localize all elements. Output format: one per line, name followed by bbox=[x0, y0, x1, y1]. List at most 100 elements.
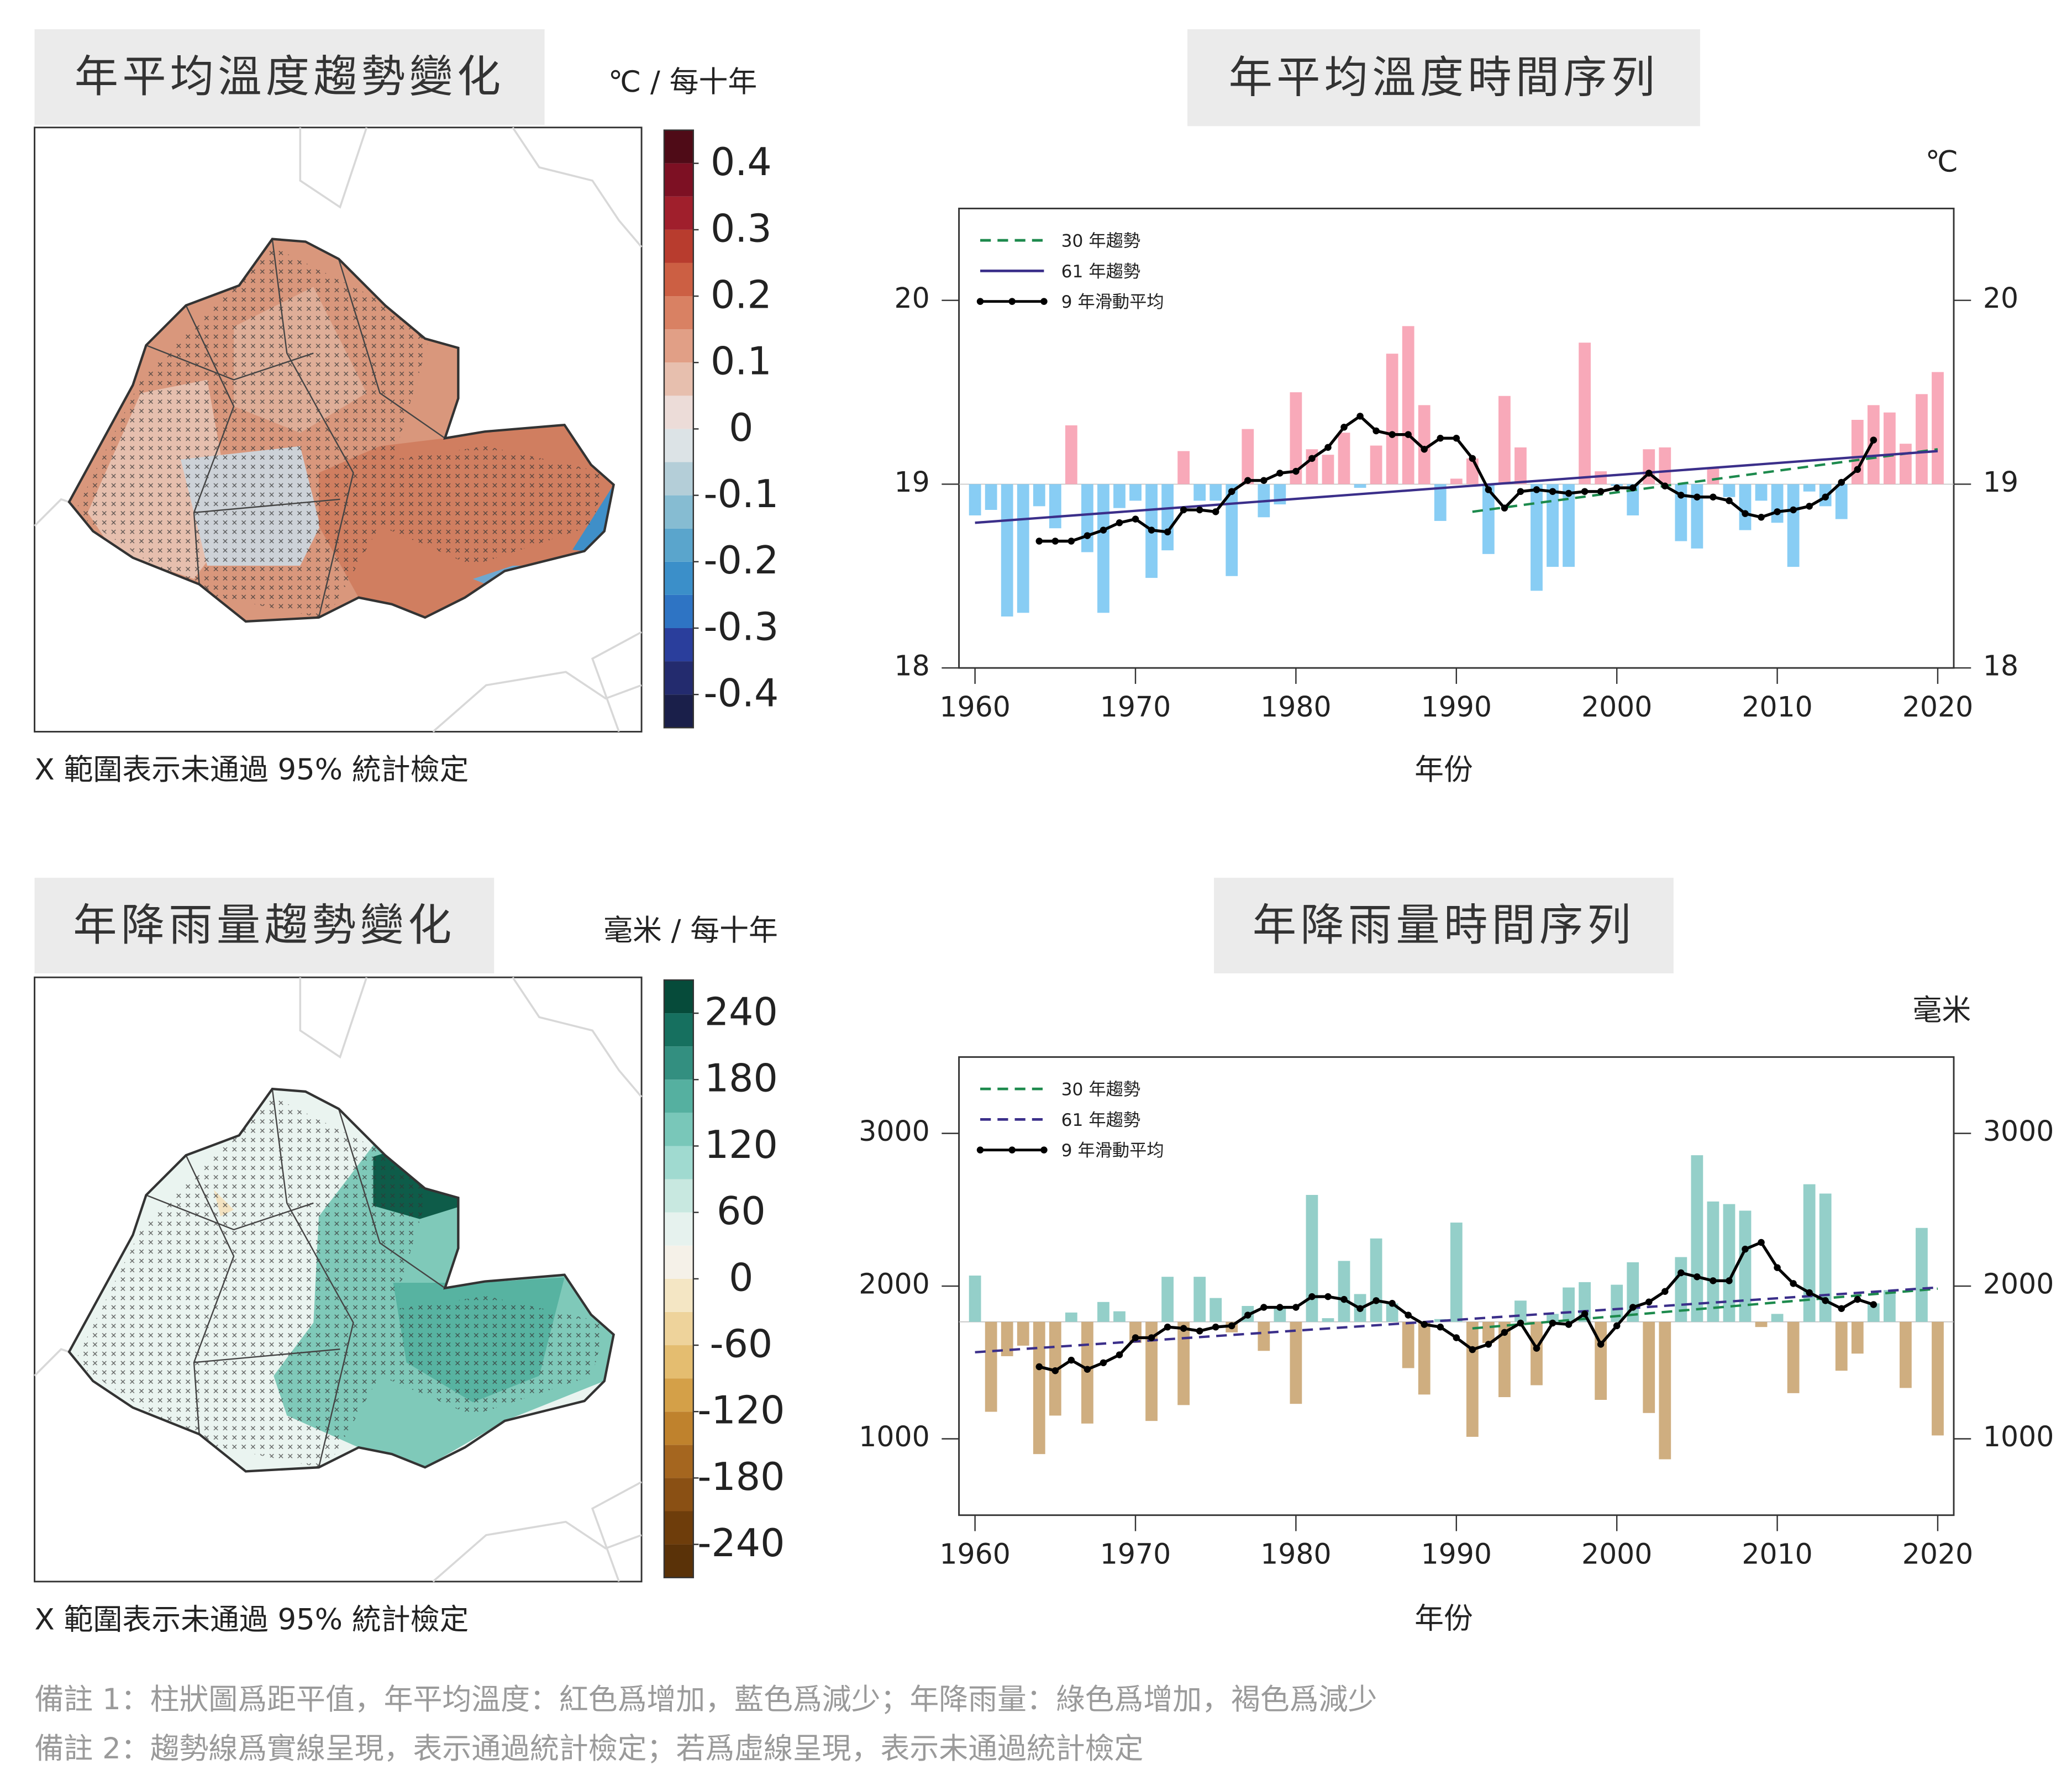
county-border bbox=[338, 1108, 446, 1289]
x-tick-label: 1990 bbox=[1421, 1538, 1492, 1571]
series-line bbox=[1472, 448, 1938, 513]
map-note: X 範圍表示未通過 95% 統計檢定 bbox=[35, 753, 469, 787]
series-marker bbox=[1405, 431, 1412, 438]
series-marker bbox=[1180, 1325, 1187, 1332]
series-marker bbox=[1838, 1305, 1845, 1312]
series-marker bbox=[1565, 1321, 1573, 1328]
series-marker bbox=[1854, 1295, 1861, 1303]
map-outline bbox=[67, 1087, 615, 1473]
bar bbox=[1932, 372, 1944, 484]
colorbar-segment bbox=[664, 1511, 693, 1545]
series-marker bbox=[1212, 508, 1219, 515]
bar bbox=[1290, 392, 1302, 484]
colorbar-segment bbox=[664, 396, 693, 429]
map-background-line bbox=[432, 1520, 642, 1583]
bar bbox=[1916, 1228, 1928, 1322]
bar bbox=[1161, 1277, 1174, 1322]
bar bbox=[1867, 1303, 1880, 1322]
county-border bbox=[193, 498, 340, 514]
map-patch bbox=[572, 484, 614, 551]
colorbar-segment bbox=[664, 1411, 693, 1445]
series-marker bbox=[1116, 1351, 1123, 1358]
series-marker bbox=[1437, 1323, 1444, 1331]
series-marker bbox=[1356, 413, 1364, 420]
colorbar-tick-label: 0 bbox=[729, 405, 753, 450]
bar bbox=[1787, 1321, 1800, 1393]
bar bbox=[1354, 484, 1366, 488]
bar bbox=[1659, 447, 1671, 484]
series-marker bbox=[1677, 1269, 1685, 1277]
bar bbox=[1803, 1184, 1816, 1322]
series-marker bbox=[1228, 1322, 1235, 1330]
series-marker bbox=[1340, 424, 1348, 431]
series-marker bbox=[1196, 506, 1203, 514]
series-marker bbox=[1116, 519, 1123, 526]
series-marker bbox=[1084, 532, 1091, 539]
series-marker bbox=[1260, 1304, 1268, 1311]
series-marker bbox=[1501, 504, 1508, 512]
bar bbox=[1723, 484, 1736, 497]
colorbar-segment bbox=[664, 979, 693, 1014]
colorbar-tick-label: 0 bbox=[729, 1255, 753, 1300]
bar bbox=[1258, 1321, 1270, 1351]
series-marker bbox=[1806, 503, 1813, 510]
county-border bbox=[271, 239, 354, 618]
map-background-line bbox=[34, 498, 70, 527]
bar bbox=[1097, 1302, 1109, 1322]
y2-tick-label: 20 bbox=[1983, 282, 2018, 314]
colorbar-segment bbox=[664, 262, 693, 297]
series-marker bbox=[1372, 1297, 1380, 1304]
bar bbox=[1514, 447, 1527, 484]
bar bbox=[1193, 484, 1206, 501]
colorbar-tick-label: -180 bbox=[697, 1455, 785, 1499]
series-marker bbox=[1726, 1277, 1733, 1284]
x-tick-label: 2020 bbox=[1902, 691, 1973, 723]
bar bbox=[1033, 484, 1045, 507]
series-marker bbox=[1437, 434, 1444, 442]
series-marker bbox=[1196, 1328, 1203, 1335]
bar bbox=[1145, 1321, 1158, 1421]
series-line bbox=[975, 1286, 1938, 1353]
bar bbox=[1547, 1314, 1559, 1322]
series-marker bbox=[1870, 436, 1878, 444]
colorbar-tick-label: 0.3 bbox=[711, 206, 772, 251]
colorbar-segment bbox=[664, 1278, 693, 1312]
y-tick-label: 3000 bbox=[859, 1115, 929, 1147]
series-marker bbox=[1276, 470, 1284, 477]
x-tick-label: 1980 bbox=[1260, 1538, 1331, 1571]
series-marker bbox=[1774, 508, 1781, 515]
bar bbox=[1916, 394, 1928, 484]
x-tick-label: 1990 bbox=[1421, 691, 1492, 723]
bar bbox=[1274, 1307, 1286, 1322]
bar bbox=[1113, 484, 1126, 508]
series-marker bbox=[1164, 1323, 1171, 1331]
series-marker bbox=[1629, 484, 1637, 492]
unit-label: 毫米 / 每十年 bbox=[603, 914, 778, 947]
bar bbox=[1627, 484, 1639, 515]
bar bbox=[1787, 484, 1800, 567]
series-marker bbox=[1661, 1288, 1669, 1295]
series-marker bbox=[1453, 434, 1460, 442]
bar bbox=[1001, 1321, 1013, 1356]
map-background-line bbox=[34, 1348, 70, 1377]
x-tick-label: 1960 bbox=[939, 691, 1010, 723]
map-fill bbox=[69, 239, 614, 621]
bar bbox=[1209, 484, 1222, 501]
bar bbox=[1097, 484, 1109, 613]
bar bbox=[1161, 484, 1174, 551]
bar bbox=[1707, 1201, 1719, 1322]
county-border bbox=[338, 259, 446, 439]
series-marker bbox=[1854, 466, 1861, 473]
series-marker bbox=[1790, 1280, 1797, 1287]
colorbar-segment bbox=[664, 163, 693, 197]
series-marker bbox=[1132, 515, 1139, 523]
county-border bbox=[185, 1155, 235, 1435]
bar bbox=[1017, 484, 1029, 613]
bar bbox=[1482, 484, 1495, 554]
colorbar-segment bbox=[664, 196, 693, 230]
series-marker bbox=[1051, 1367, 1059, 1374]
bar bbox=[1498, 1321, 1511, 1398]
colorbar-tick-label: 0.1 bbox=[711, 339, 772, 384]
bar bbox=[1466, 458, 1479, 484]
